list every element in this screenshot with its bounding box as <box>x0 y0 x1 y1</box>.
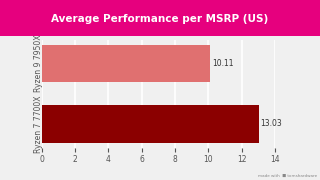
Text: made with  ■ tomshardware: made with ■ tomshardware <box>258 174 317 178</box>
Bar <box>42 44 210 82</box>
Text: 10.11: 10.11 <box>212 59 234 68</box>
Text: Average Performance per MSRP (US): Average Performance per MSRP (US) <box>52 14 268 24</box>
Bar <box>42 105 259 143</box>
Text: 13.03: 13.03 <box>261 119 283 128</box>
